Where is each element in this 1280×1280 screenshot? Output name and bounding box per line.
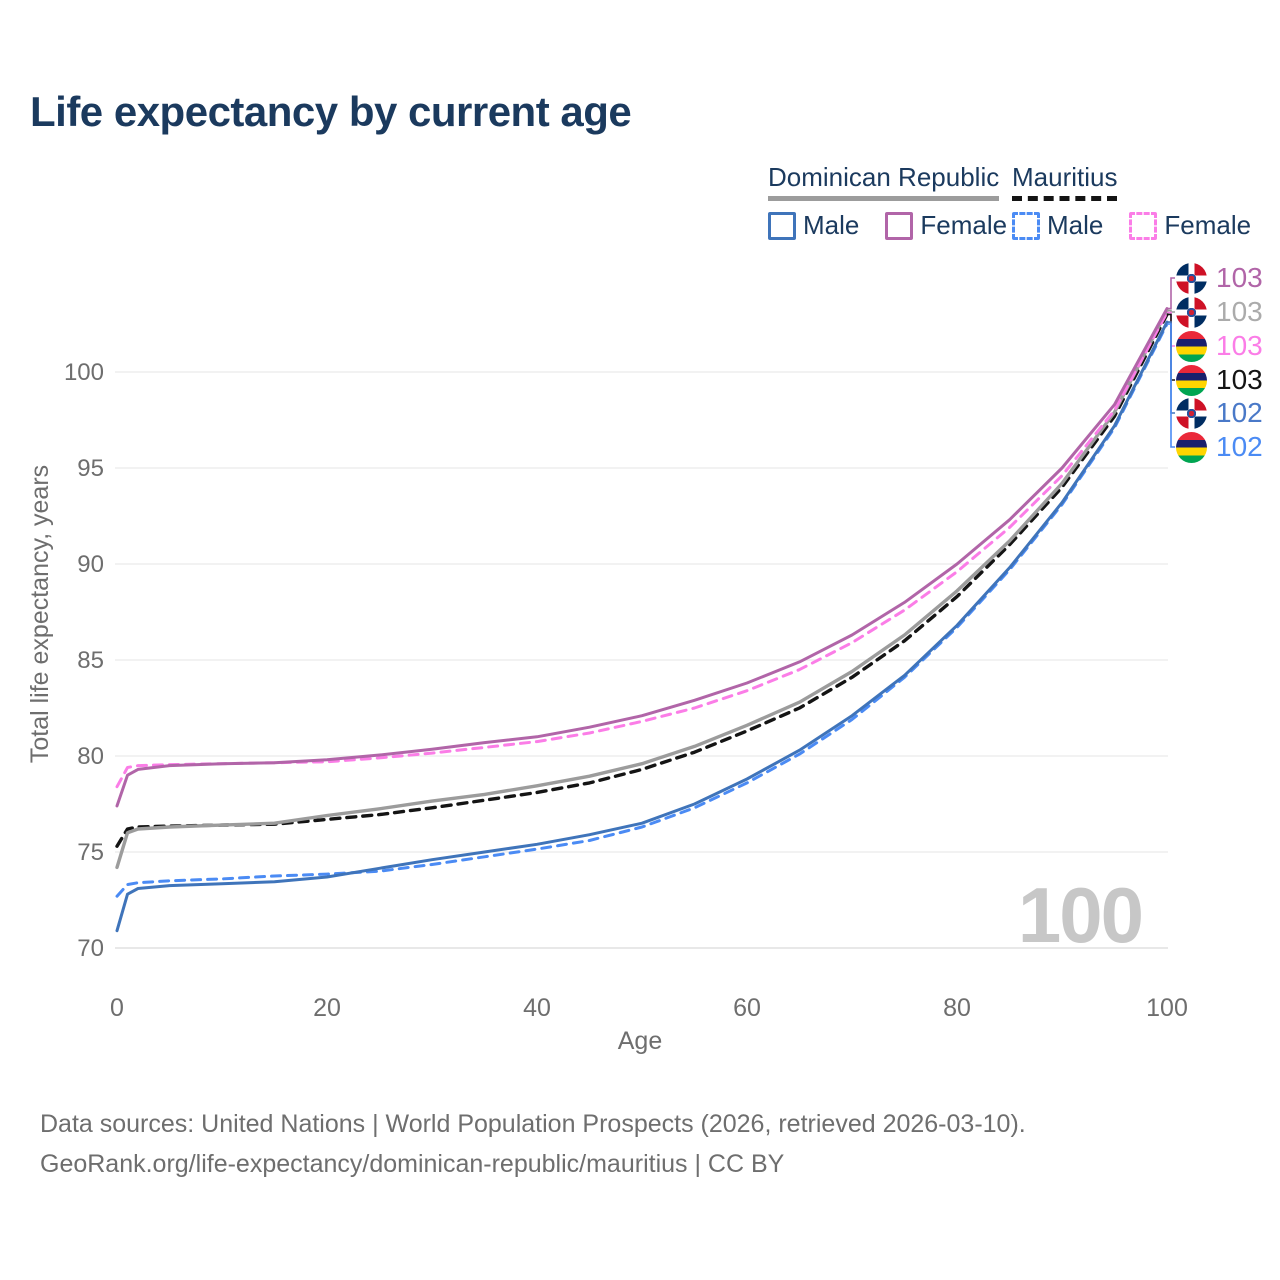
age-cursor-watermark: 100 [1018,871,1142,959]
legend-item-mu-female[interactable]: Female [1129,210,1251,241]
legend-item-dr-female[interactable]: Female [885,210,1007,241]
y-tick-label: 80 [77,743,104,770]
x-tick-label: 100 [1146,994,1188,1022]
end-label-row: 102 [1176,431,1263,463]
leader-line [1167,277,1175,310]
y-tick-label: 90 [77,551,104,578]
attribution-note: GeoRank.org/life-expectancy/dominican-re… [40,1150,785,1178]
legend-item-dr-male[interactable]: Male [768,210,859,241]
leader-line [1167,309,1175,313]
end-label-value: 103 [1216,330,1263,361]
series-line-dominican-republic-female [115,307,1169,808]
y-tick-label: 95 [77,455,104,482]
series-line-mauritius-male [115,322,1169,898]
y-tick-label: 75 [77,839,104,866]
data-sources-note: Data sources: United Nations | World Pop… [40,1110,1026,1138]
page-title: Life expectancy by current age [30,88,632,135]
x-axis-tick-labels: 0 20 40 60 80 100 [110,994,1188,1022]
legend-item-label: Female [920,210,1008,240]
legend-item-label: Male [803,210,860,240]
legend-country-dominican-republic[interactable]: Dominican Republic [768,162,1000,201]
mu-female-swatch-icon [1129,211,1158,240]
dr-male-swatch-icon [768,211,796,240]
end-label-row: 103 [1176,364,1263,396]
y-axis-title: Total life expectancy, years [26,465,54,763]
end-label-value: 102 [1216,397,1263,428]
legend-country-mauritius[interactable]: Mauritius [1012,162,1118,201]
end-label-row: 103 [1176,330,1263,362]
y-tick-label: 70 [77,935,104,962]
end-label-value: 102 [1216,431,1263,462]
end-label-value: 103 [1216,364,1263,395]
leader-line [1167,323,1175,448]
x-tick-label: 20 [313,994,341,1022]
mauritius-flag-icon [1176,364,1207,396]
legend-item-label: Female [1164,210,1252,240]
x-tick-label: 60 [733,994,761,1022]
dominican-republic-flag-icon [1176,397,1207,429]
end-label-leader-lines [1167,277,1175,448]
y-tick-label: 100 [64,359,104,386]
series-line-mauritius-both-sexes [115,312,1169,848]
end-label-row: 103 [1176,296,1263,328]
dr-female-swatch-icon [885,211,914,240]
series-line-dominican-republic-male [115,320,1169,933]
end-label-row: 102 [1176,397,1263,429]
x-tick-label: 0 [110,994,124,1022]
x-axis-title: Age [618,1027,662,1055]
gridlines [115,371,1168,949]
x-tick-label: 80 [943,994,971,1022]
y-tick-label: 85 [77,647,104,674]
dominican-republic-flag-icon [1176,296,1207,328]
series-line-dominican-republic-both-sexes [115,308,1169,870]
series-lines [115,307,1169,933]
x-tick-label: 40 [523,994,551,1022]
mauritius-flag-icon [1176,330,1207,362]
legend-group-dominican-republic: Dominican Republic Male Female [768,162,1007,241]
end-label-value: 103 [1216,296,1263,327]
end-label-row: 103 [1176,262,1263,294]
y-axis-tick-labels: 100 95 90 85 80 75 70 [64,359,104,962]
end-label-value: 103 [1216,262,1263,293]
mu-male-swatch-icon [1012,211,1040,240]
legend-group-mauritius: Mauritius Male Female [1012,162,1251,241]
mauritius-flag-icon [1176,431,1207,463]
legend-item-label: Male [1047,210,1104,240]
legend-item-mu-male[interactable]: Male [1012,210,1103,241]
dominican-republic-flag-icon [1176,262,1207,294]
